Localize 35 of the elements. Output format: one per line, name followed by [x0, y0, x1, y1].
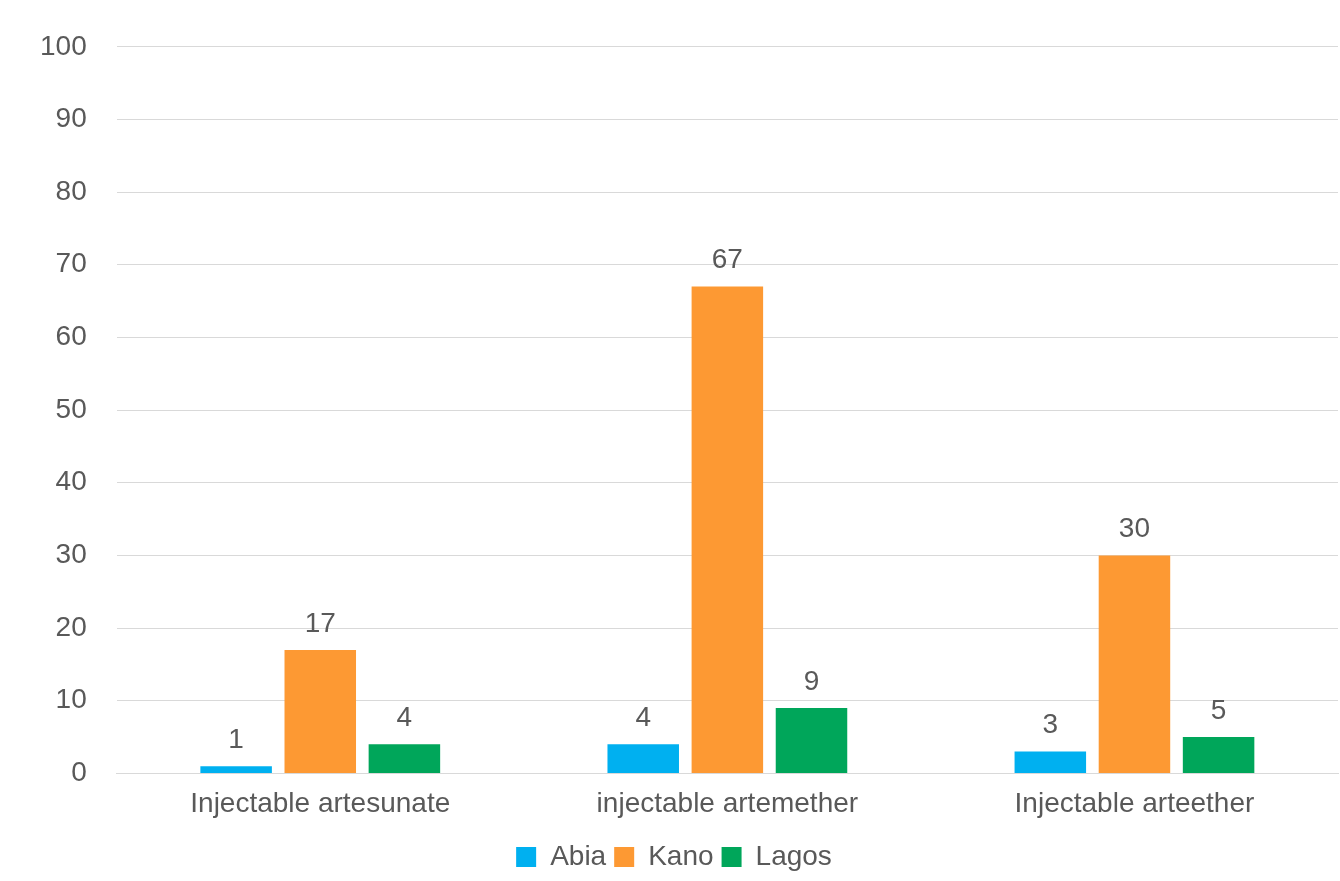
- bar: [284, 649, 357, 773]
- y-tick-label: 60: [55, 320, 87, 352]
- y-tick-label: 30: [55, 538, 87, 570]
- legend-label: Abia: [550, 839, 607, 871]
- legend-label: Kano: [648, 839, 714, 871]
- data-label: 1: [228, 722, 244, 754]
- data-label: 3: [1042, 708, 1059, 740]
- legend-label: Lagos: [755, 839, 832, 871]
- y-tick-label: 40: [55, 465, 87, 497]
- y-tick-label: 100: [40, 29, 87, 61]
- y-tick-label: 10: [55, 683, 87, 715]
- data-label: 4: [635, 701, 652, 733]
- y-tick-label: 90: [55, 102, 87, 134]
- x-tick-label: Injectable arteether: [1014, 786, 1255, 818]
- x-tick-label: injectable artemether: [596, 786, 859, 818]
- bar: [607, 744, 679, 773]
- bar: [691, 286, 764, 773]
- bar: [368, 744, 441, 773]
- bar: [1182, 737, 1255, 773]
- data-label: 9: [803, 664, 820, 696]
- y-tick-label: 70: [55, 247, 87, 279]
- y-tick-label: 50: [55, 392, 87, 424]
- y-tick-label: 80: [55, 174, 87, 206]
- x-tick-label: Injectable artesunate: [190, 786, 451, 818]
- data-label: 17: [304, 606, 336, 638]
- y-tick-label: 20: [55, 610, 87, 642]
- bar: [1014, 751, 1087, 773]
- data-label: 67: [711, 243, 743, 275]
- bar: [1098, 555, 1171, 773]
- bar: [200, 766, 272, 773]
- bar: [775, 708, 848, 773]
- data-label: 4: [396, 701, 413, 733]
- data-label: 30: [1118, 512, 1151, 544]
- data-label: 5: [1210, 693, 1227, 725]
- y-tick-label: 0: [71, 756, 87, 788]
